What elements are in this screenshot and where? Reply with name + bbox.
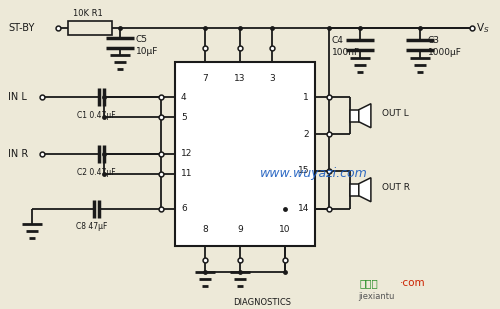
Text: C8 47μF: C8 47μF (76, 222, 107, 231)
Text: 9: 9 (237, 226, 243, 235)
Text: OUT L: OUT L (382, 109, 409, 118)
Text: www.wuyazi.com: www.wuyazi.com (260, 167, 368, 180)
Text: C5: C5 (136, 35, 148, 44)
Bar (350, 184, 359, 196)
Text: 2: 2 (304, 129, 309, 139)
Text: C4: C4 (332, 36, 344, 45)
Bar (68, 21, 112, 35)
Text: 1: 1 (303, 93, 309, 102)
Text: 14: 14 (298, 204, 309, 213)
Text: jiexiantu: jiexiantu (358, 291, 395, 301)
Polygon shape (359, 178, 371, 202)
Polygon shape (359, 104, 371, 128)
Text: 4: 4 (181, 93, 186, 102)
Text: 12: 12 (181, 150, 192, 159)
Text: 10μF: 10μF (136, 47, 158, 56)
Text: C2 0.47μF: C2 0.47μF (77, 168, 116, 177)
Text: 13: 13 (234, 74, 246, 83)
Text: C3: C3 (428, 36, 440, 45)
Text: IN L: IN L (8, 92, 27, 102)
Text: 10: 10 (279, 226, 291, 235)
Text: OUT R: OUT R (382, 183, 410, 192)
Text: 3: 3 (269, 74, 275, 83)
Text: DIAGNOSTICS: DIAGNOSTICS (234, 298, 292, 307)
Text: ST-BY: ST-BY (8, 23, 34, 33)
Text: 8: 8 (202, 226, 208, 235)
Text: 15: 15 (298, 166, 309, 175)
Text: 100nF: 100nF (332, 48, 360, 57)
Text: 10K R1: 10K R1 (73, 9, 103, 18)
Text: C1 0.47μF: C1 0.47μF (77, 111, 116, 120)
Text: 1000μF: 1000μF (428, 48, 462, 57)
Text: 7: 7 (202, 74, 208, 83)
Text: ·com: ·com (400, 278, 425, 288)
Text: V$_S$: V$_S$ (476, 21, 490, 35)
Text: IN R: IN R (8, 149, 28, 159)
Bar (175, 61, 315, 246)
Text: 6: 6 (181, 204, 187, 213)
Text: 5: 5 (181, 113, 187, 122)
Text: 11: 11 (181, 169, 192, 178)
Bar (350, 110, 359, 122)
Text: 接线图: 接线图 (360, 278, 379, 288)
